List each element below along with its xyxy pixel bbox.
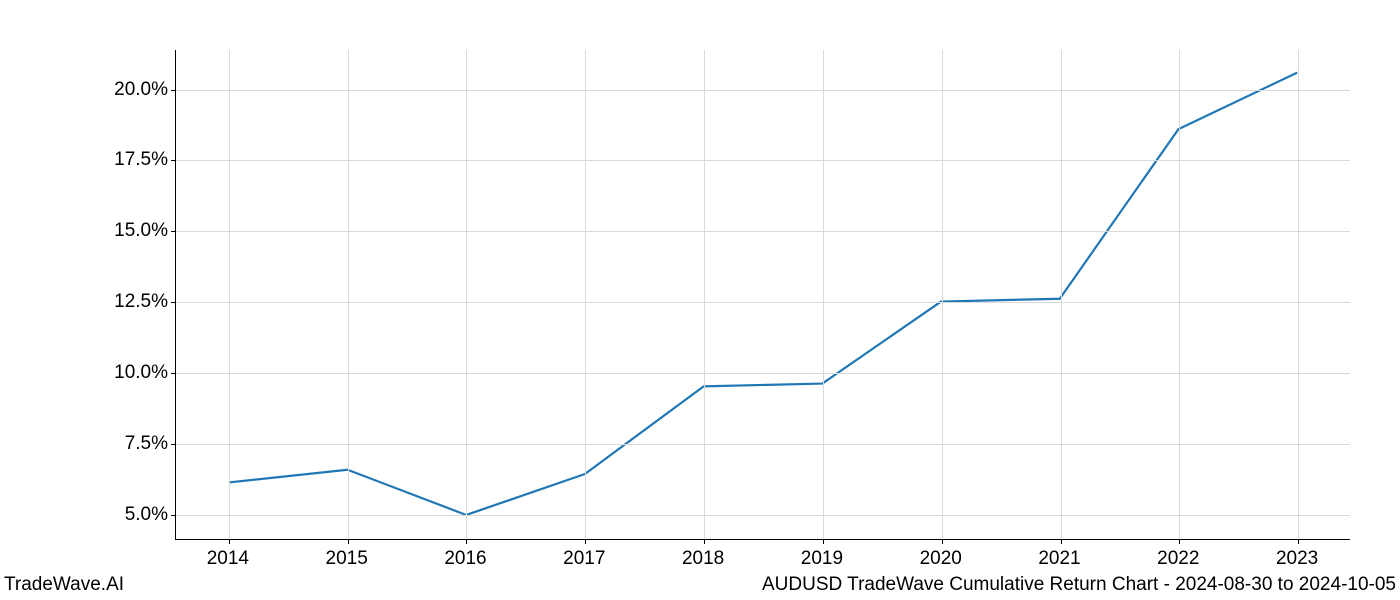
x-tick-mark	[1061, 539, 1062, 544]
y-tick-mark	[171, 302, 176, 303]
x-tick-label: 2016	[444, 548, 486, 570]
line-series	[176, 50, 1350, 539]
y-tick-label: 12.5%	[114, 291, 168, 313]
x-tick-label: 2021	[1038, 548, 1080, 570]
gridline-horizontal	[176, 160, 1350, 161]
x-tick-mark	[229, 539, 230, 544]
y-tick-label: 17.5%	[114, 149, 168, 171]
plot-border	[175, 50, 1350, 540]
gridline-horizontal	[176, 302, 1350, 303]
y-tick-mark	[171, 90, 176, 91]
x-tick-mark	[1298, 539, 1299, 544]
x-tick-mark	[823, 539, 824, 544]
y-tick-label: 20.0%	[114, 79, 168, 101]
gridline-vertical	[704, 50, 705, 539]
x-tick-mark	[348, 539, 349, 544]
gridline-horizontal	[176, 90, 1350, 91]
x-tick-label: 2023	[1276, 548, 1318, 570]
gridline-vertical	[466, 50, 467, 539]
y-tick-label: 15.0%	[114, 220, 168, 242]
return-line	[229, 73, 1297, 515]
gridline-vertical	[823, 50, 824, 539]
gridline-horizontal	[176, 231, 1350, 232]
x-tick-label: 2014	[207, 548, 249, 570]
gridline-vertical	[348, 50, 349, 539]
y-tick-label: 7.5%	[125, 433, 168, 455]
footer-left-text: TradeWave.AI	[4, 574, 124, 596]
gridline-vertical	[585, 50, 586, 539]
gridline-horizontal	[176, 373, 1350, 374]
gridline-horizontal	[176, 444, 1350, 445]
gridline-vertical	[1061, 50, 1062, 539]
gridline-vertical	[1179, 50, 1180, 539]
y-tick-label: 5.0%	[125, 504, 168, 526]
y-tick-mark	[171, 515, 176, 516]
y-tick-mark	[171, 231, 176, 232]
x-tick-mark	[704, 539, 705, 544]
x-tick-label: 2020	[920, 548, 962, 570]
x-tick-label: 2022	[1157, 548, 1199, 570]
x-tick-mark	[585, 539, 586, 544]
gridline-vertical	[229, 50, 230, 539]
x-tick-label: 2015	[326, 548, 368, 570]
x-tick-mark	[942, 539, 943, 544]
y-tick-mark	[171, 373, 176, 374]
x-tick-mark	[466, 539, 467, 544]
y-tick-label: 10.0%	[114, 362, 168, 384]
y-tick-mark	[171, 444, 176, 445]
footer-right-text: AUDUSD TradeWave Cumulative Return Chart…	[762, 574, 1396, 596]
y-tick-mark	[171, 160, 176, 161]
chart-plot-area	[175, 50, 1350, 540]
x-tick-label: 2018	[682, 548, 724, 570]
x-tick-mark	[1179, 539, 1180, 544]
gridline-horizontal	[176, 515, 1350, 516]
gridline-vertical	[942, 50, 943, 539]
x-tick-label: 2019	[801, 548, 843, 570]
gridline-vertical	[1298, 50, 1299, 539]
x-tick-label: 2017	[563, 548, 605, 570]
